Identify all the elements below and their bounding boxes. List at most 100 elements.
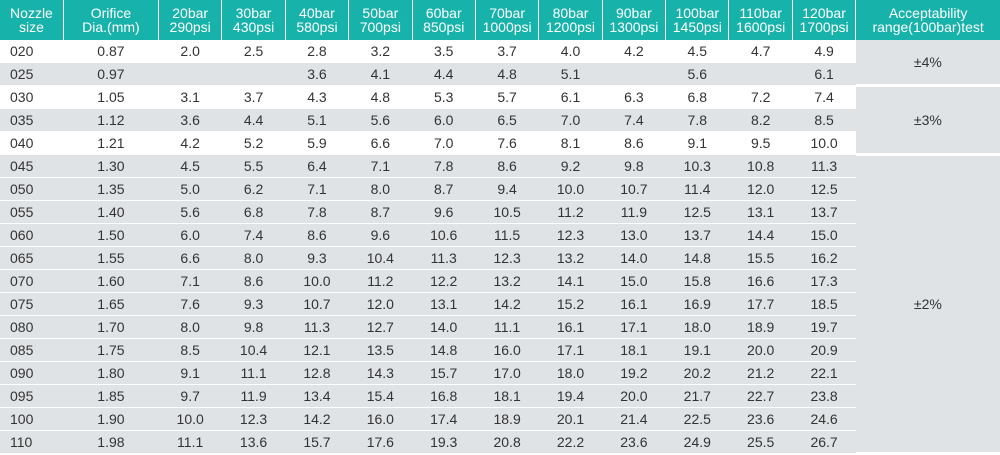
flow-value-cell: 19.1: [665, 338, 729, 362]
flow-value-cell: 5.1: [285, 108, 349, 132]
flow-value-cell: 22.1: [792, 361, 856, 385]
flow-value-cell: 11.2: [348, 269, 413, 293]
flow-value-cell: 17.0: [475, 361, 539, 385]
flow-value-cell: 19.2: [602, 361, 666, 385]
flow-value-cell: 4.8: [348, 85, 413, 109]
orifice-dia-cell: 1.75: [63, 338, 159, 362]
flow-value-cell: 6.0: [412, 108, 476, 132]
nozzle-size-cell: 035: [0, 108, 64, 132]
flow-value-cell: 8.5: [792, 108, 856, 132]
flow-value-cell: 13.0: [602, 223, 666, 247]
nozzle-size-cell: 075: [0, 292, 64, 316]
table-row: 100 1.90 10.0 12.3 14.2 16.0 17.4 18.9 20.1 21.4 2…: [0, 407, 1000, 431]
nozzle-size-cell: 095: [0, 384, 64, 408]
flow-value-cell: 10.8: [728, 154, 793, 178]
header-40bar: 40bar 580psi: [284, 0, 349, 40]
flow-value-cell: 20.0: [602, 384, 666, 408]
orifice-dia-cell: 1.05: [63, 85, 159, 109]
flow-value-cell: 10.0: [158, 407, 222, 431]
flow-value-cell: 10.0: [285, 269, 349, 293]
flow-value-cell: 12.1: [285, 338, 349, 362]
nozzle-size-cell: 025: [0, 62, 64, 86]
flow-value-cell: 16.2: [792, 246, 856, 270]
flow-value-cell: 10.0: [538, 177, 603, 201]
flow-value-cell: 15.5: [728, 246, 793, 270]
header-line: 120bar: [802, 5, 846, 21]
header-50bar: 50bar 700psi: [348, 0, 413, 40]
header-orifice-dia: Orifice Dia.(mm): [62, 0, 159, 40]
flow-value-cell: 17.1: [602, 315, 666, 339]
flow-value-cell: 12.7: [348, 315, 413, 339]
header-line: 1200psi: [545, 19, 596, 35]
orifice-dia-cell: 1.80: [63, 361, 159, 385]
flow-value-cell: 7.2: [728, 85, 793, 109]
flow-value-cell: 11.3: [792, 154, 856, 178]
flow-value-cell: 4.2: [158, 131, 222, 155]
flow-value-cell: 20.0: [728, 338, 793, 362]
flow-value-cell: 22.7: [728, 384, 793, 408]
flow-value-cell: 14.2: [285, 407, 349, 431]
flow-value-cell: 12.3: [221, 407, 286, 431]
header-line: 110bar: [739, 5, 782, 21]
flow-value-cell: 3.2: [348, 40, 413, 63]
header-line: 20bar: [172, 5, 209, 21]
table-row: 075 1.65 7.6 9.3 10.7 12.0 13.1 14.2 15.2 16.1 16.…: [0, 292, 1000, 316]
flow-value-cell: 10.3: [665, 154, 729, 178]
flow-value-cell: 9.4: [475, 177, 539, 201]
flow-value-cell: 12.3: [538, 223, 603, 247]
flow-value-cell: 8.0: [158, 315, 222, 339]
flow-value-cell: 6.5: [475, 108, 539, 132]
flow-value-cell: 7.1: [285, 177, 349, 201]
flow-value-cell: 9.1: [665, 131, 729, 155]
flow-value-cell: 3.5: [412, 40, 476, 63]
flow-value-cell: 7.4: [221, 223, 286, 247]
flow-value-cell: 23.8: [792, 384, 856, 408]
flow-value-cell: 12.0: [348, 292, 413, 316]
flow-value-cell: 9.8: [221, 315, 286, 339]
flow-value-cell: 13.5: [348, 338, 413, 362]
header-line: 70bar: [489, 5, 526, 21]
flow-value-cell: 7.6: [475, 131, 539, 155]
flow-value-cell: 3.6: [285, 62, 349, 86]
flow-value-cell: 7.8: [665, 108, 729, 132]
nozzle-size-cell: 085: [0, 338, 64, 362]
orifice-dia-cell: 1.85: [63, 384, 159, 408]
flow-value-cell: 15.8: [665, 269, 729, 293]
header-line: 290psi: [169, 19, 211, 35]
flow-value-cell: 4.3: [285, 85, 349, 109]
flow-value-cell: 19.7: [792, 315, 856, 339]
orifice-dia-cell: 1.98: [63, 430, 159, 454]
flow-value-cell: [602, 62, 666, 86]
flow-value-cell: 14.2: [475, 292, 539, 316]
table-body: 020 0.87 2.0 2.5 2.8 3.2 3.5 3.7 4.0 4.2 4.5 4.7 4.9…: [0, 40, 1000, 455]
flow-value-cell: 13.2: [538, 246, 603, 270]
flow-value-cell: 12.5: [792, 177, 856, 201]
header-line: size: [18, 19, 44, 35]
flow-value-cell: 6.2: [221, 177, 286, 201]
orifice-dia-cell: 1.90: [63, 407, 159, 431]
flow-value-cell: 24.9: [665, 430, 729, 454]
flow-value-cell: 12.0: [728, 177, 793, 201]
flow-value-cell: 14.3: [348, 361, 413, 385]
flow-value-cell: 8.0: [348, 177, 413, 201]
orifice-dia-cell: 1.55: [63, 246, 159, 270]
flow-value-cell: 6.6: [158, 246, 222, 270]
header-line: Acceptability: [888, 5, 968, 21]
flow-value-cell: 13.1: [412, 292, 476, 316]
flow-value-cell: 21.4: [602, 407, 666, 431]
orifice-dia-cell: 1.12: [63, 108, 159, 132]
flow-value-cell: 4.4: [412, 62, 476, 86]
flow-value-cell: 5.1: [538, 62, 603, 86]
flow-value-cell: 14.1: [538, 269, 603, 293]
acceptability-range-cell: ±2%: [855, 154, 1000, 455]
flow-value-cell: 5.5: [221, 154, 286, 178]
flow-value-cell: 5.0: [158, 177, 222, 201]
table-row: 095 1.85 9.7 11.9 13.4 15.4 16.8 18.1 19.4 20.0 21…: [0, 384, 1000, 408]
nozzle-size-cell: 080: [0, 315, 64, 339]
header-70bar: 70bar 1000psi: [474, 0, 539, 40]
nozzle-size-cell: 110: [0, 430, 64, 454]
header-line: 90bar: [615, 5, 652, 21]
table-row: 085 1.75 8.5 10.4 12.1 13.5 14.8 16.0 17.1 18.1 19…: [0, 338, 1000, 362]
flow-value-cell: 2.0: [158, 40, 222, 63]
flow-value-cell: 18.9: [728, 315, 793, 339]
